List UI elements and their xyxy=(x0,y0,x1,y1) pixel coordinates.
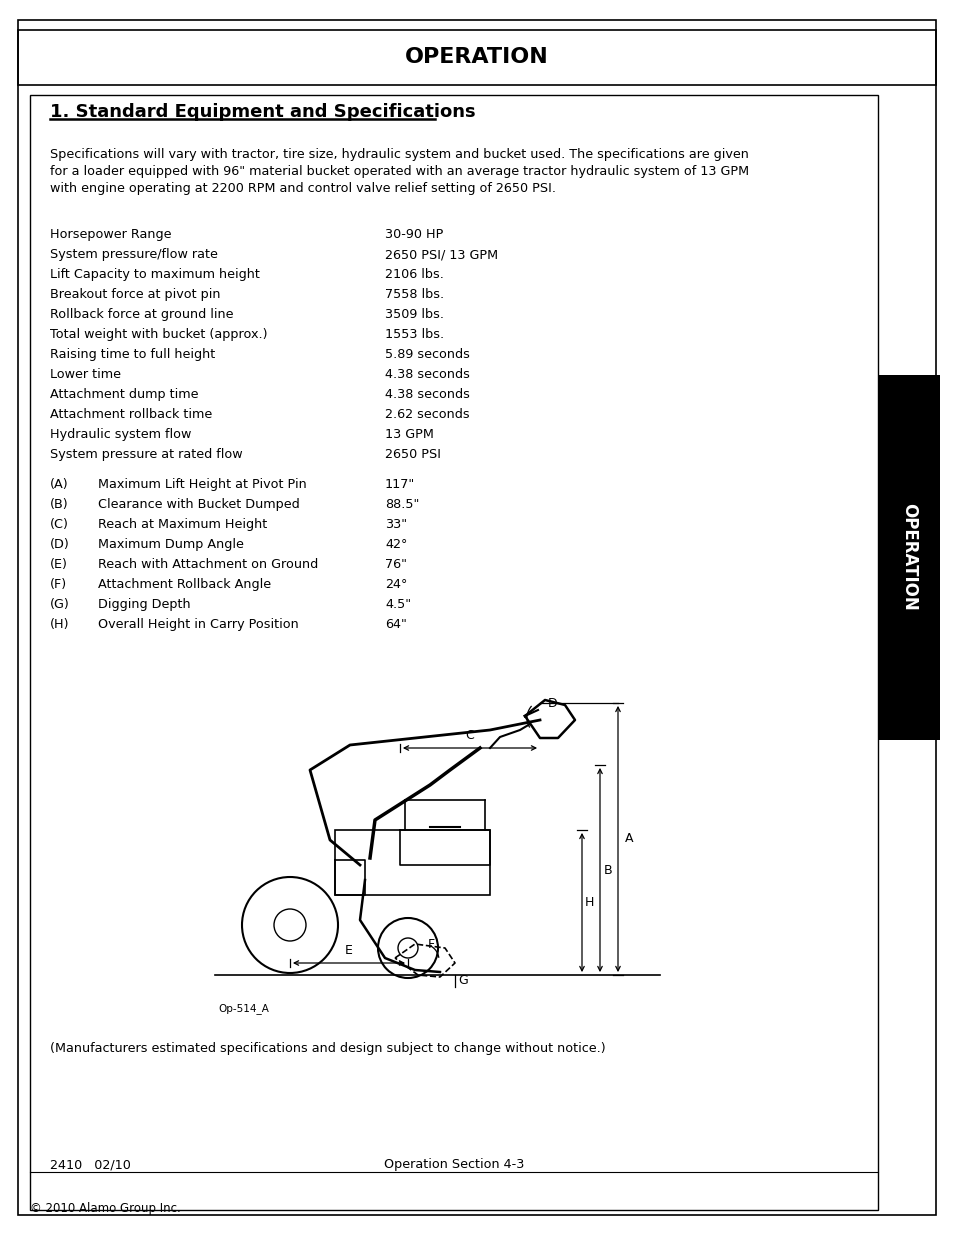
Text: (Manufacturers estimated specifications and design subject to change without not: (Manufacturers estimated specifications … xyxy=(50,1042,605,1055)
Text: Clearance with Bucket Dumped: Clearance with Bucket Dumped xyxy=(98,498,299,511)
Text: (C): (C) xyxy=(50,517,69,531)
Text: (H): (H) xyxy=(50,618,70,631)
Text: 1. Standard Equipment and Specifications: 1. Standard Equipment and Specifications xyxy=(50,103,476,121)
Text: 2650 PSI: 2650 PSI xyxy=(385,448,440,461)
Text: 4.38 seconds: 4.38 seconds xyxy=(385,368,470,382)
Text: F: F xyxy=(428,939,435,951)
Text: H: H xyxy=(584,897,594,909)
Text: 88.5": 88.5" xyxy=(385,498,419,511)
Text: G: G xyxy=(457,974,467,988)
Text: 2650 PSI/ 13 GPM: 2650 PSI/ 13 GPM xyxy=(385,248,497,261)
Bar xyxy=(877,375,939,740)
Text: Raising time to full height: Raising time to full height xyxy=(50,348,215,361)
Text: 33": 33" xyxy=(385,517,407,531)
Text: Total weight with bucket (approx.): Total weight with bucket (approx.) xyxy=(50,329,267,341)
Text: Maximum Dump Angle: Maximum Dump Angle xyxy=(98,538,244,551)
Text: Lift Capacity to maximum height: Lift Capacity to maximum height xyxy=(50,268,259,282)
Text: (E): (E) xyxy=(50,558,68,571)
Text: 2410   02/10: 2410 02/10 xyxy=(50,1158,131,1171)
Text: 2106 lbs.: 2106 lbs. xyxy=(385,268,443,282)
Text: Specifications will vary with tractor, tire size, hydraulic system and bucket us: Specifications will vary with tractor, t… xyxy=(50,148,748,161)
Text: 4.38 seconds: 4.38 seconds xyxy=(385,388,470,401)
Text: C: C xyxy=(465,729,474,742)
Text: with engine operating at 2200 RPM and control valve relief setting of 2650 PSI.: with engine operating at 2200 RPM and co… xyxy=(50,182,556,195)
Text: Operation Section 4-3: Operation Section 4-3 xyxy=(383,1158,523,1171)
Text: OPERATION: OPERATION xyxy=(405,47,548,67)
Bar xyxy=(30,95,877,1210)
Text: © 2010 Alamo Group Inc.: © 2010 Alamo Group Inc. xyxy=(30,1202,180,1215)
Text: 117": 117" xyxy=(385,478,415,492)
Bar xyxy=(335,830,490,895)
Text: 1553 lbs.: 1553 lbs. xyxy=(385,329,444,341)
Text: 42°: 42° xyxy=(385,538,407,551)
Text: Attachment Rollback Angle: Attachment Rollback Angle xyxy=(98,578,271,592)
Text: Attachment rollback time: Attachment rollback time xyxy=(50,408,212,421)
Text: E: E xyxy=(345,944,353,957)
Text: (D): (D) xyxy=(50,538,70,551)
Text: D: D xyxy=(547,697,558,710)
Bar xyxy=(18,30,935,85)
Text: (B): (B) xyxy=(50,498,69,511)
Text: Hydraulic system flow: Hydraulic system flow xyxy=(50,429,192,441)
Text: B: B xyxy=(603,863,612,877)
Text: System pressure/flow rate: System pressure/flow rate xyxy=(50,248,217,261)
Text: 24°: 24° xyxy=(385,578,407,592)
Text: 5.89 seconds: 5.89 seconds xyxy=(385,348,470,361)
Text: Reach at Maximum Height: Reach at Maximum Height xyxy=(98,517,267,531)
Text: Reach with Attachment on Ground: Reach with Attachment on Ground xyxy=(98,558,318,571)
Text: 2.62 seconds: 2.62 seconds xyxy=(385,408,469,421)
Text: 3509 lbs.: 3509 lbs. xyxy=(385,308,443,321)
Text: 4.5": 4.5" xyxy=(385,598,411,611)
Text: OPERATION: OPERATION xyxy=(899,503,917,611)
Text: Op-514_A: Op-514_A xyxy=(218,1003,269,1014)
Text: Lower time: Lower time xyxy=(50,368,121,382)
Text: 64": 64" xyxy=(385,618,406,631)
Text: Breakout force at pivot pin: Breakout force at pivot pin xyxy=(50,288,220,301)
Text: Rollback force at ground line: Rollback force at ground line xyxy=(50,308,233,321)
Text: (F): (F) xyxy=(50,578,67,592)
Text: 76": 76" xyxy=(385,558,407,571)
Text: (A): (A) xyxy=(50,478,69,492)
Text: Horsepower Range: Horsepower Range xyxy=(50,228,172,241)
Text: Attachment dump time: Attachment dump time xyxy=(50,388,198,401)
Text: for a loader equipped with 96" material bucket operated with an average tractor : for a loader equipped with 96" material … xyxy=(50,165,748,178)
Text: (G): (G) xyxy=(50,598,70,611)
Text: System pressure at rated flow: System pressure at rated flow xyxy=(50,448,242,461)
Text: 13 GPM: 13 GPM xyxy=(385,429,434,441)
Text: Overall Height in Carry Position: Overall Height in Carry Position xyxy=(98,618,298,631)
Text: A: A xyxy=(624,832,633,846)
Text: 30-90 HP: 30-90 HP xyxy=(385,228,443,241)
Text: Maximum Lift Height at Pivot Pin: Maximum Lift Height at Pivot Pin xyxy=(98,478,307,492)
Text: 7558 lbs.: 7558 lbs. xyxy=(385,288,444,301)
Text: Digging Depth: Digging Depth xyxy=(98,598,191,611)
